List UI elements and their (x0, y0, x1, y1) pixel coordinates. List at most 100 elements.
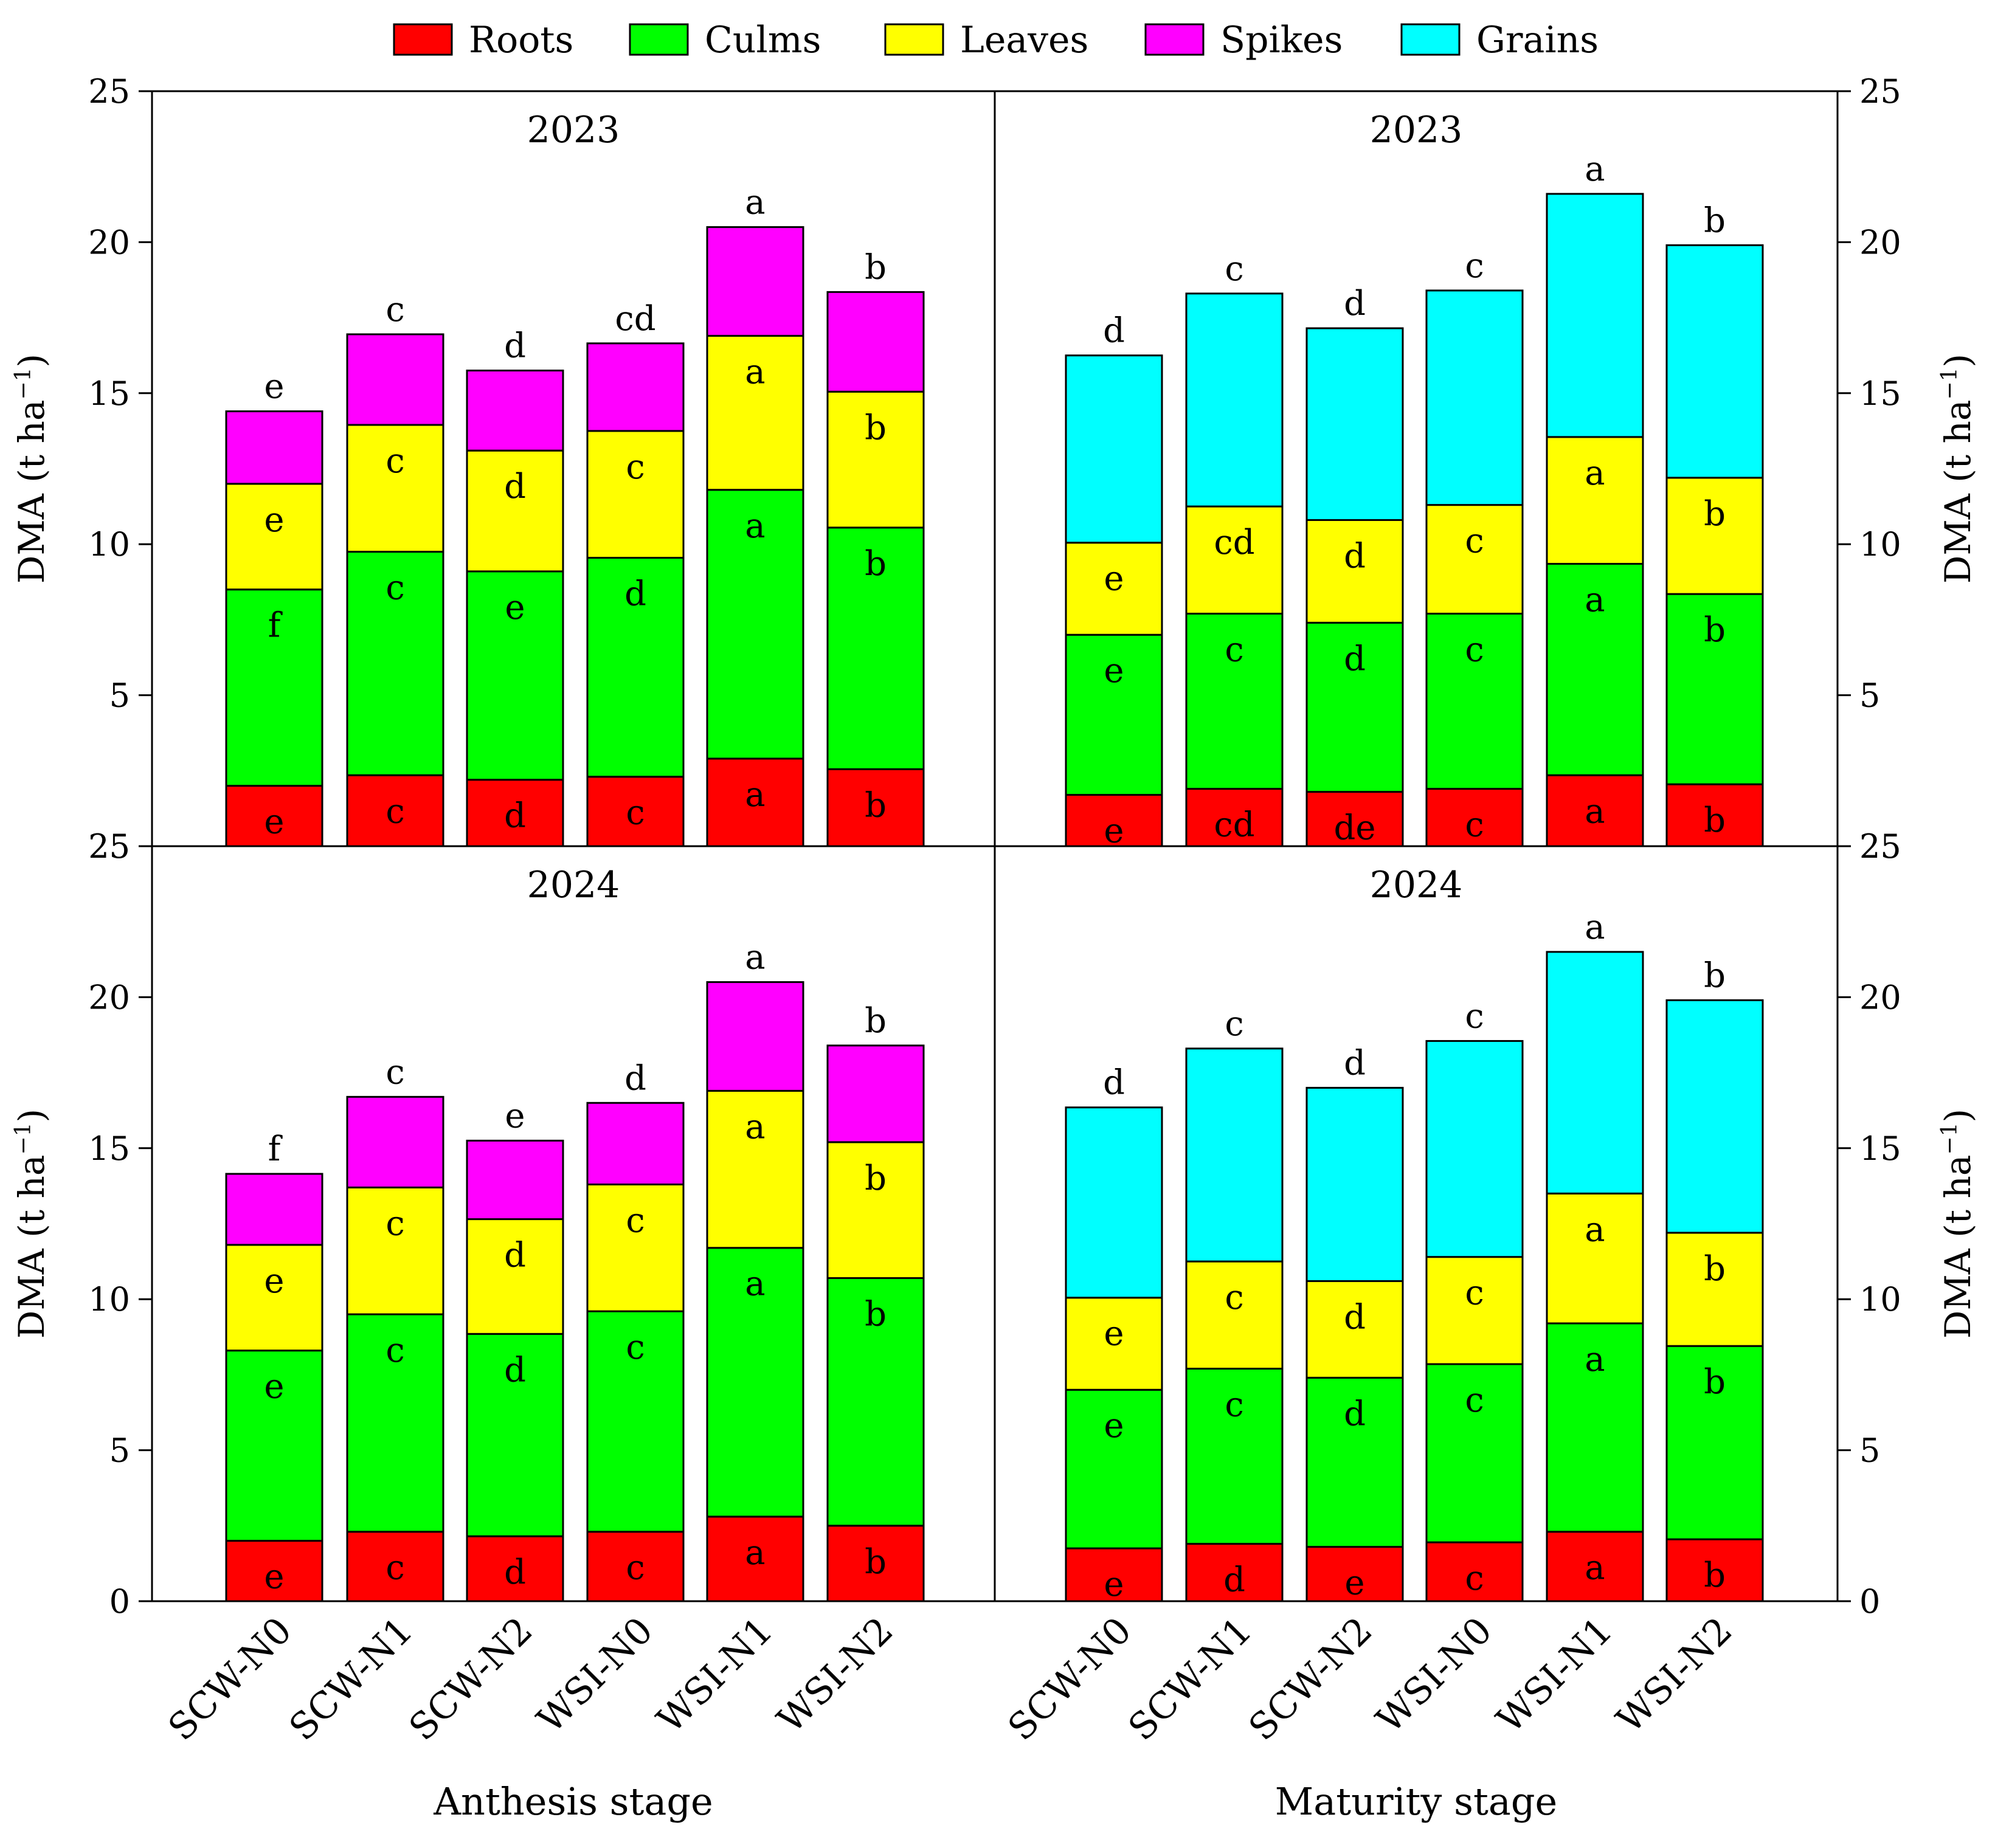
ytick-label-left-top-0: 25 (88, 827, 130, 866)
bar-maturity-2024-scw-n1-leaves (1185, 1260, 1284, 1370)
bar-anthesis-2023-scw-n1-roots (346, 774, 444, 847)
sig-letter-maturity-2024-wsi-n1-culms: a (1585, 1340, 1605, 1379)
ytick-label-right-top-25: 25 (1859, 72, 1901, 111)
sig-letter-maturity-2023-wsi-n2-leaves: b (1704, 494, 1726, 534)
sig-letter-anthesis-2024-wsi-n0-leaves: c (626, 1201, 645, 1240)
bar-anthesis-2023-scw-n0-leaves (225, 483, 323, 591)
legend-label-leaves: Leaves (960, 19, 1088, 61)
bar-maturity-2023-scw-n2-grains (1305, 327, 1404, 521)
legend-label-spikes: Spikes (1220, 19, 1343, 61)
ytick-label-left-top-25: 25 (88, 72, 130, 111)
sig-letter-maturity-2023-scw-n0-grains: d (1103, 311, 1125, 351)
sig-letter-maturity-2024-wsi-n1-grains: a (1585, 908, 1605, 947)
ytick-label-right-top-20: 20 (1859, 223, 1901, 261)
bar-maturity-2023-wsi-n0-culms (1425, 612, 1524, 790)
sig-letter-maturity-2023-scw-n2-grains: d (1344, 284, 1366, 323)
ytick-label-right-top-10: 10 (1859, 525, 1901, 564)
bar-maturity-2024-wsi-n2-culms (1665, 1345, 1764, 1540)
sig-letter-anthesis-2024-scw-n2-leaves: d (504, 1236, 526, 1275)
legend-label-grains: Grains (1476, 19, 1599, 61)
sig-letter-anthesis-2024-scw-n0-roots: e (264, 1557, 284, 1597)
sig-letter-anthesis-2024-wsi-n2-leaves: b (865, 1159, 887, 1198)
bar-maturity-2023-wsi-n0-roots (1425, 788, 1524, 847)
legend-label-culms: Culms (705, 19, 821, 61)
sig-letter-anthesis-2023-wsi-n1-culms: a (745, 506, 765, 546)
sig-letter-maturity-2024-scw-n1-roots: d (1223, 1560, 1245, 1600)
bar-anthesis-2024-wsi-n2-culms (826, 1277, 925, 1527)
bar-maturity-2023-scw-n1-grains (1185, 292, 1284, 508)
sig-letter-anthesis-2023-scw-n0-spikes: e (264, 367, 284, 407)
sig-letter-anthesis-2024-wsi-n1-culms: a (745, 1264, 765, 1304)
bar-anthesis-2024-scw-n2-spikes (466, 1139, 564, 1221)
sig-letter-anthesis-2024-wsi-n1-leaves: a (745, 1107, 765, 1146)
bar-anthesis-2024-wsi-n0-spikes (586, 1102, 685, 1185)
bar-anthesis-2023-scw-n2-roots (466, 779, 564, 847)
bar-maturity-2023-scw-n2-leaves (1305, 519, 1404, 624)
sig-letter-maturity-2024-scw-n1-culms: c (1225, 1385, 1243, 1424)
bar-anthesis-2023-scw-n1-spikes (346, 333, 444, 426)
ytick-label-left-top-10: 10 (88, 525, 130, 564)
bar-maturity-2024-wsi-n1-roots (1546, 1531, 1644, 1602)
bar-maturity-2024-wsi-n0-culms (1425, 1363, 1524, 1543)
sig-letter-maturity-2024-wsi-n0-leaves: c (1465, 1274, 1484, 1313)
bar-maturity-2024-scw-n2-grains (1305, 1086, 1404, 1282)
bar-anthesis-2023-wsi-n0-spikes (586, 342, 685, 432)
sig-letter-anthesis-2023-wsi-n2-spikes: b (865, 247, 887, 287)
panel-year-anthesis-2024: 2024 (527, 864, 620, 906)
bar-anthesis-2023-wsi-n2-leaves (826, 390, 925, 529)
legend-label-roots: Roots (469, 19, 573, 61)
bar-maturity-2023-scw-n0-grains (1065, 354, 1163, 544)
xtick-label-anthesis-wsi-n0: WSI-N0 (529, 1609, 661, 1741)
bar-maturity-2024-wsi-n0-grains (1425, 1040, 1524, 1258)
bar-maturity-2024-scw-n1-culms (1185, 1367, 1284, 1545)
sig-letter-anthesis-2024-wsi-n1-spikes: a (745, 938, 765, 977)
bar-anthesis-2024-wsi-n2-spikes (826, 1044, 925, 1143)
bar-anthesis-2023-wsi-n2-spikes (826, 291, 925, 393)
sig-letter-maturity-2023-scw-n2-culms: d (1344, 639, 1366, 678)
sig-letter-maturity-2023-scw-n0-roots: e (1104, 812, 1124, 851)
sig-letter-maturity-2024-wsi-n1-leaves: a (1585, 1210, 1605, 1249)
bar-layer (225, 193, 1764, 1602)
ytick-label-right-bottom-0: 0 (1859, 1582, 1880, 1621)
sig-letter-maturity-2024-wsi-n2-leaves: b (1704, 1249, 1726, 1289)
sig-letter-maturity-2023-scw-n1-roots: cd (1214, 805, 1254, 845)
sig-letter-maturity-2024-scw-n2-roots: e (1344, 1564, 1364, 1603)
bar-anthesis-2023-wsi-n1-leaves (706, 334, 804, 491)
bar-maturity-2024-scw-n1-roots (1185, 1543, 1284, 1602)
bar-anthesis-2024-scw-n1-spikes (346, 1095, 444, 1188)
bar-maturity-2023-wsi-n2-grains (1665, 244, 1764, 479)
sig-letter-anthesis-2023-wsi-n2-leaves: b (865, 408, 887, 447)
bar-anthesis-2024-scw-n2-leaves (466, 1218, 564, 1335)
ylabel-right-top: DMA (t ha−1) (1937, 354, 1979, 584)
sig-letter-maturity-2023-wsi-n2-culms: b (1704, 610, 1726, 650)
sig-letter-maturity-2024-scw-n1-grains: c (1225, 1004, 1243, 1044)
sig-letter-maturity-2023-scw-n0-culms: e (1104, 651, 1124, 691)
bar-maturity-2023-wsi-n2-leaves (1665, 477, 1764, 595)
sig-letter-anthesis-2024-wsi-n1-roots: a (745, 1533, 765, 1573)
sig-letter-maturity-2024-wsi-n1-roots: a (1585, 1548, 1605, 1588)
sig-letter-maturity-2024-wsi-n0-grains: c (1465, 996, 1484, 1036)
sig-letter-maturity-2023-wsi-n0-grains: c (1465, 246, 1484, 286)
sig-letter-maturity-2024-wsi-n2-roots: b (1704, 1556, 1726, 1595)
sig-letter-anthesis-2023-wsi-n1-roots: a (745, 775, 765, 815)
ytick-label-left-bottom-25: 25 (88, 827, 130, 866)
sig-letter-anthesis-2024-scw-n1-culms: c (386, 1331, 404, 1370)
ytick-label-left-top-20: 20 (88, 223, 130, 261)
sig-letter-anthesis-2023-scw-n0-leaves: e (264, 500, 284, 540)
bar-maturity-2024-scw-n0-leaves (1065, 1297, 1163, 1391)
bar-anthesis-2023-scw-n0-roots (225, 785, 323, 847)
bar-anthesis-2024-scw-n1-roots (346, 1531, 444, 1602)
legend-swatch-spikes (1144, 23, 1205, 56)
xtick-label-anthesis-scw-n2: SCW-N2 (401, 1609, 541, 1749)
sig-letter-anthesis-2024-wsi-n2-spikes: b (865, 1001, 887, 1041)
bar-maturity-2023-wsi-n2-culms (1665, 593, 1764, 785)
bar-maturity-2024-wsi-n1-leaves (1546, 1192, 1644, 1325)
ytick-label-left-bottom-20: 20 (88, 978, 130, 1016)
bar-anthesis-2024-wsi-n2-roots (826, 1525, 925, 1602)
bar-maturity-2023-scw-n1-leaves (1185, 505, 1284, 615)
bar-maturity-2024-wsi-n2-leaves (1665, 1232, 1764, 1347)
xtick-label-maturity-wsi-n0: WSI-N0 (1368, 1609, 1500, 1741)
chart-legend: Roots Culms Leaves Spikes Grains (393, 19, 1599, 61)
xtick-label-maturity-scw-n1: SCW-N1 (1121, 1609, 1260, 1749)
bar-anthesis-2023-wsi-n2-culms (826, 526, 925, 770)
